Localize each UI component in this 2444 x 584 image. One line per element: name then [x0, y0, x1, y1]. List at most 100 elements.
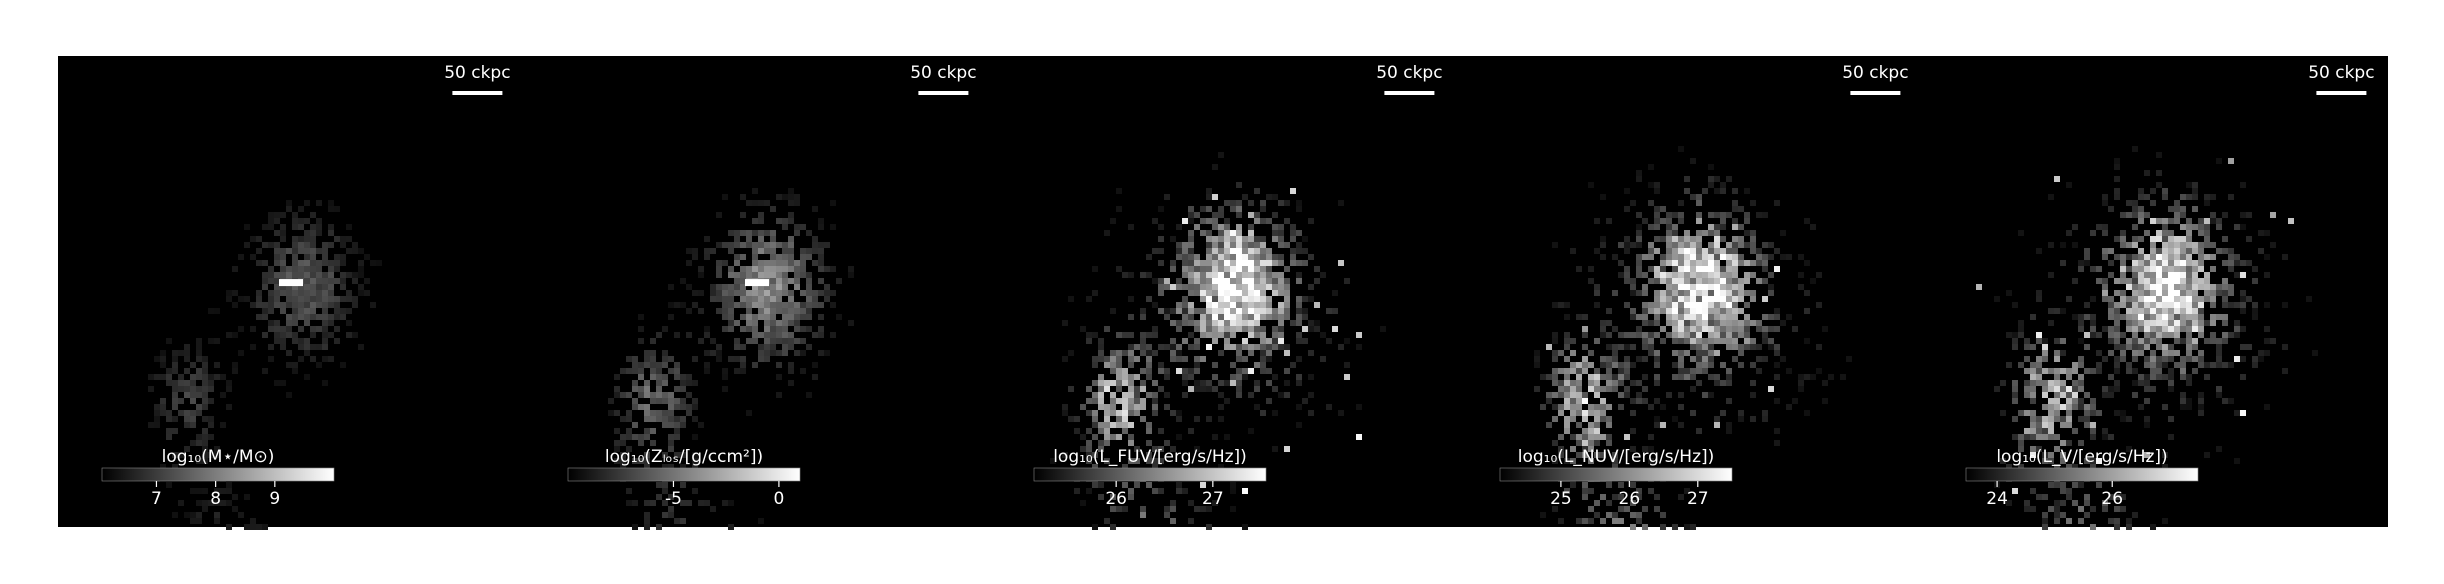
- image-pixel: [1236, 350, 1242, 356]
- image-pixel: [2012, 380, 2018, 386]
- image-pixel: [1672, 332, 1678, 338]
- image-pixel: [2084, 422, 2090, 428]
- image-pixel: [1086, 398, 1092, 404]
- image-pixel: [1194, 308, 1200, 314]
- image-pixel: [2132, 338, 2138, 344]
- image-pixel: [2210, 290, 2216, 296]
- image-pixel: [740, 266, 746, 272]
- image-pixel: [1702, 326, 1708, 332]
- image-pixel: [1660, 272, 1666, 278]
- image-pixel: [1726, 242, 1732, 248]
- image-pixel: [794, 320, 800, 326]
- image-pixel: [1600, 320, 1606, 326]
- image-pixel: [2192, 356, 2198, 362]
- image-pixel: [2204, 374, 2210, 380]
- image-pixel: [1714, 266, 1720, 272]
- image-pixel: [782, 260, 788, 266]
- image-pixel: [2066, 368, 2072, 374]
- image-pixel: [1176, 308, 1182, 314]
- image-pixel: [2120, 290, 2126, 296]
- image-pixel: [2138, 374, 2144, 380]
- image-pixel: [1636, 494, 1642, 500]
- image-pixel: [2192, 266, 2198, 272]
- image-pixel: [286, 392, 292, 398]
- image-pixel: [1158, 236, 1164, 242]
- image-pixel: [2144, 374, 2150, 380]
- image-pixel: [214, 452, 220, 458]
- image-pixel: [292, 236, 298, 242]
- image-pixel: [1720, 182, 1726, 188]
- image-pixel: [1176, 224, 1182, 230]
- image-pixel: [1278, 302, 1284, 308]
- image-pixel: [154, 404, 160, 410]
- image-pixel: [1098, 440, 1104, 446]
- image-pixel: [1570, 362, 1576, 368]
- image-pixel: [782, 320, 788, 326]
- image-pixel: [1828, 374, 1834, 380]
- image-pixel: [644, 356, 650, 362]
- image-pixel: [1558, 410, 1564, 416]
- image-pixel: [776, 278, 782, 284]
- image-pixel: [632, 434, 638, 440]
- image-pixel: [1654, 296, 1660, 302]
- image-pixel: [2156, 356, 2162, 362]
- image-pixel: [1564, 458, 1570, 464]
- image-pixel: [1092, 266, 1098, 272]
- image-pixel: [1104, 230, 1110, 236]
- image-pixel: [160, 374, 166, 380]
- image-pixel: [1678, 272, 1684, 278]
- image-pixel: [2042, 416, 2048, 422]
- image-pixel: [1708, 248, 1714, 254]
- image-pixel: [2102, 224, 2108, 230]
- image-pixel: [292, 290, 298, 296]
- image-pixel: [806, 248, 812, 254]
- image-pixel: [1666, 332, 1672, 338]
- image-pixel: [328, 272, 334, 278]
- image-pixel: [1738, 362, 1744, 368]
- image-pixel: [776, 260, 782, 266]
- image-pixel: [1068, 350, 1074, 356]
- image-pixel: [286, 284, 292, 290]
- image-pixel: [2162, 356, 2168, 362]
- image-pixel: [1708, 224, 1714, 230]
- image-pixel: [1176, 254, 1182, 260]
- image-pixel: [1050, 458, 1056, 464]
- image-pixel: [1206, 386, 1212, 392]
- image-pixel: [304, 260, 310, 266]
- image-pixel: [1164, 314, 1170, 320]
- image-pixel: [2066, 422, 2072, 428]
- image-pixel: [1630, 290, 1636, 296]
- image-pixel: [1690, 368, 1696, 374]
- image-pixel: [1654, 236, 1660, 242]
- image-pixel: [2126, 296, 2132, 302]
- image-pixel: [2012, 344, 2018, 350]
- image-pixel: [1176, 302, 1182, 308]
- image-pixel: [1104, 440, 1110, 446]
- image-pixel: [358, 344, 364, 350]
- image-pixel: [1266, 380, 1272, 386]
- image-pixel: [1152, 464, 1158, 470]
- image-pixel: [1218, 314, 1224, 320]
- image-pixel: [806, 296, 812, 302]
- image-pixel: [2042, 524, 2048, 530]
- image-pixel: [626, 500, 632, 506]
- image-pixel: [1666, 254, 1672, 260]
- image-pixel: [1588, 404, 1594, 410]
- image-pixel: [1714, 188, 1720, 194]
- image-pixel: [1636, 254, 1642, 260]
- image-pixel: [656, 392, 662, 398]
- image-pixel: [2192, 260, 2198, 266]
- image-pixel: [2084, 368, 2090, 374]
- image-pixel: [2132, 308, 2138, 314]
- image-pixel: [1182, 368, 1188, 374]
- image-pixel: [1266, 344, 1272, 350]
- image-pixel: [1774, 266, 1780, 272]
- image-pixel: [2198, 326, 2204, 332]
- image-pixel: [2048, 272, 2054, 278]
- image-pixel: [2288, 218, 2294, 224]
- scale-bar: [1850, 91, 1901, 95]
- image-pixel: [2162, 374, 2168, 380]
- image-pixel: [1660, 206, 1666, 212]
- image-pixel: [2180, 272, 2186, 278]
